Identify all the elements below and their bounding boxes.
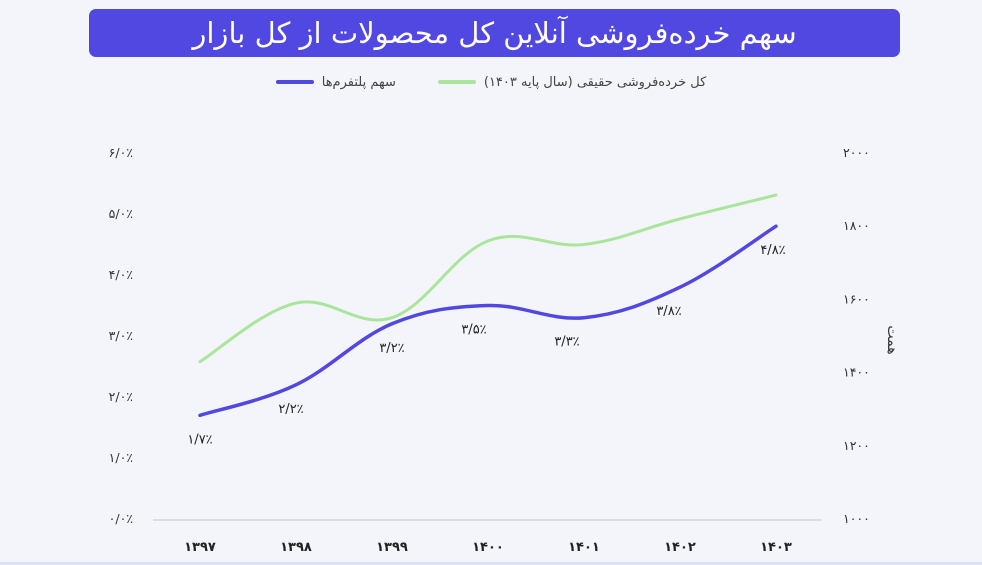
y-right-axis-title: همت xyxy=(884,325,900,354)
legend-label-retail: کل خرده‌فروشی حقیقی (سال پایه ۱۴۰۳) xyxy=(483,74,707,90)
y-left-tick-label: ۱/۰٪ xyxy=(109,450,133,465)
y-right-tick-label: ۲۰۰۰ xyxy=(843,145,870,160)
y-right-tick-label: ۱۴۰۰ xyxy=(843,365,870,380)
share-series-line xyxy=(198,224,778,418)
y-right-tick-label: ۱۶۰۰ xyxy=(843,291,870,306)
chart-title-bar: سهم خرده‌فروشی آنلاین کل محصولات از کل ب… xyxy=(89,9,900,57)
series-retail xyxy=(198,193,778,364)
x-tick-label: ۱۴۰۳ xyxy=(760,540,792,555)
retail-series-line xyxy=(198,193,778,364)
x-tick-label: ۱۳۹۷ xyxy=(184,540,216,555)
y-right-tick-label: ۱۲۰۰ xyxy=(843,438,870,453)
x-tick-label: ۱۴۰۱ xyxy=(568,540,600,555)
chart-title: سهم خرده‌فروشی آنلاین کل محصولات از کل ب… xyxy=(192,16,797,50)
chart-axes: ۰/۰٪ ۱/۰٪ ۲/۰٪ ۳/۰٪ ۴/۰٪ ۵/۰٪ ۶/۰٪ ۱۰۰۰ ۱۲۰۰ ۱۴۰۰… xyxy=(109,145,900,555)
legend-swatch-retail xyxy=(437,80,476,84)
y-left-tick-label: ۰/۰٪ xyxy=(109,511,133,526)
x-tick-label: ۱۴۰۲ xyxy=(664,540,696,555)
data-labels: ۱/۷٪ ۲/۲٪ ۳/۲٪ ۳/۵٪ ۳/۳٪ ۳/۸٪ ۴/۸٪ xyxy=(187,243,785,447)
legend-label-share: سهم پلتفرم‌ها xyxy=(321,74,396,90)
share-data-label: ۳/۳٪ xyxy=(554,335,579,350)
x-tick-label: ۱۳۹۹ xyxy=(376,540,408,555)
y-right-tick-label: ۱۰۰۰ xyxy=(843,511,870,526)
y-right-tick-label: ۱۸۰۰ xyxy=(843,218,870,233)
legend-item-retail: کل خرده‌فروشی حقیقی (سال پایه ۱۴۰۳) xyxy=(437,74,707,90)
bottom-border xyxy=(0,562,982,565)
share-data-label: ۱/۷٪ xyxy=(187,432,212,447)
x-tick-label: ۱۳۹۸ xyxy=(280,540,312,555)
chart-legend: کل خرده‌فروشی حقیقی (سال پایه ۱۴۰۳) سهم … xyxy=(0,70,982,94)
share-data-label: ۳/۵٪ xyxy=(461,323,486,338)
y-left-tick-label: ۲/۰٪ xyxy=(109,389,133,404)
series-share xyxy=(198,224,778,418)
legend-item-share: سهم پلتفرم‌ها xyxy=(275,74,396,90)
share-data-label: ۴/۸٪ xyxy=(760,243,785,258)
share-data-label: ۳/۸٪ xyxy=(656,304,681,319)
y-left-tick-label: ۳/۰٪ xyxy=(109,328,133,343)
y-left-tick-label: ۶/۰٪ xyxy=(109,145,133,160)
share-data-label: ۲/۲٪ xyxy=(278,402,303,417)
legend-swatch-share xyxy=(275,80,314,84)
share-data-label: ۳/۲٪ xyxy=(379,341,404,356)
x-tick-label: ۱۴۰۰ xyxy=(472,540,504,555)
y-left-tick-label: ۵/۰٪ xyxy=(109,206,133,221)
y-left-tick-label: ۴/۰٪ xyxy=(109,267,133,282)
